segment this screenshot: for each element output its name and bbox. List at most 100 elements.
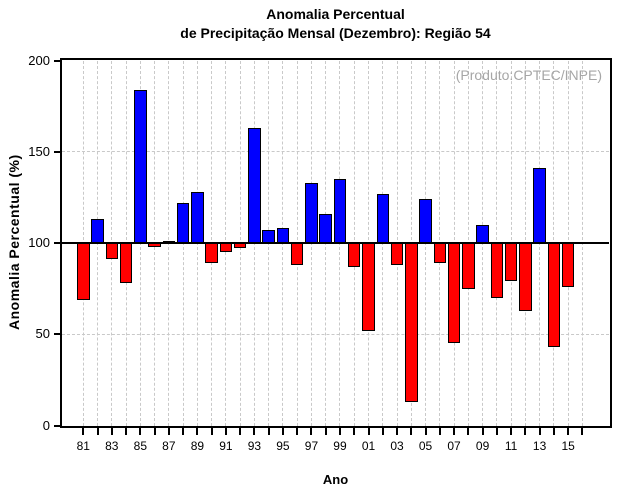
x-tick-label: 89: [190, 438, 205, 453]
bar-90: [205, 243, 218, 264]
bar-05: [419, 199, 432, 243]
bar-93: [248, 128, 261, 243]
y-tick-label: 200: [28, 52, 50, 68]
x-axis-tick: [324, 428, 327, 435]
bar-91: [219, 243, 233, 253]
y-axis-tick: [54, 242, 62, 244]
chart-title-line1: Anomalia Percentual: [266, 6, 405, 22]
x-axis-tick: [552, 428, 555, 435]
x-axis-tick: [438, 428, 441, 435]
baseline-100: [62, 241, 609, 245]
x-axis-tick: [510, 428, 513, 435]
chart-title-line2: de Precipitação Mensal (Dezembro): Regiã…: [180, 25, 491, 41]
x-axis-tick: [467, 428, 470, 435]
x-axis-tick: [310, 428, 313, 435]
bar-03: [390, 243, 404, 265]
bar-14: [547, 243, 561, 348]
bar-85: [134, 89, 147, 243]
bar-87: [162, 241, 176, 244]
bar-83: [105, 243, 119, 260]
source-annotation: (Produto:CPTEC/INPE): [455, 67, 602, 83]
bar-92: [233, 243, 247, 249]
bar-07: [447, 243, 461, 344]
x-axis-tick: [110, 428, 113, 435]
bar-00: [347, 243, 361, 267]
bar-88: [176, 202, 190, 243]
x-tick-label: 97: [304, 438, 319, 453]
x-tick-label: 03: [390, 438, 404, 453]
x-axis-tick: [524, 428, 527, 435]
x-tick-label: 13: [532, 438, 547, 453]
horizontal-gridline: [62, 151, 609, 153]
x-tick-label: 05: [418, 438, 433, 453]
x-axis-tick: [281, 428, 284, 435]
bar-84: [119, 243, 133, 284]
y-axis-tick: [54, 59, 62, 62]
x-axis-tick: [253, 428, 256, 435]
x-axis-tick: [182, 428, 185, 435]
x-tick-label: 15: [561, 438, 575, 453]
x-axis-tick: [495, 428, 498, 435]
x-axis-tick: [196, 428, 199, 435]
bar-97: [305, 182, 318, 243]
y-axis-tick: [54, 424, 62, 427]
x-axis-tick: [296, 428, 299, 435]
x-tick-label: 83: [105, 438, 119, 453]
x-axis-tick: [453, 428, 456, 435]
x-axis-title: Ano: [322, 472, 349, 487]
horizontal-gridline: [62, 333, 609, 335]
y-tick-label: 0: [42, 417, 50, 433]
x-axis-tick: [410, 428, 413, 435]
x-tick-label: 91: [219, 438, 233, 453]
x-axis-tick: [538, 428, 541, 435]
x-tick-label: 95: [276, 438, 290, 453]
bar-89: [191, 191, 204, 243]
x-axis-tick: [481, 428, 484, 435]
y-tick-label: 100: [28, 235, 50, 250]
x-tick-label: 81: [76, 438, 90, 453]
plot-border: [59, 58, 612, 428]
x-axis-tick: [338, 428, 341, 435]
x-tick-label: 07: [447, 438, 461, 453]
x-tick-label: 09: [475, 438, 490, 453]
bar-10: [490, 243, 504, 298]
bar-86: [148, 243, 161, 247]
x-tick-label: 85: [133, 438, 147, 453]
x-tick-label: 87: [162, 438, 176, 453]
x-axis-tick: [239, 428, 242, 435]
y-axis-tick: [54, 333, 62, 336]
bar-98: [319, 213, 332, 243]
x-axis-tick: [139, 428, 142, 435]
x-axis-tick: [424, 428, 427, 435]
bar-81: [77, 243, 90, 300]
bar-13: [533, 168, 546, 243]
bar-94: [262, 230, 275, 243]
x-tick-label: 93: [247, 438, 262, 453]
x-axis-tick: [125, 428, 128, 435]
x-axis-tick: [381, 428, 384, 435]
bar-01: [362, 243, 375, 331]
chart-title: Anomalia Percentual de Precipitação Mens…: [62, 5, 609, 43]
x-axis-tick: [396, 428, 399, 435]
x-tick-label: 01: [361, 438, 376, 453]
bar-11: [504, 243, 518, 282]
x-axis-tick: [367, 428, 370, 435]
y-axis-tick: [54, 150, 62, 153]
x-axis-tick: [96, 428, 99, 435]
bar-08: [462, 243, 475, 289]
plot-area: 81 83 85 87 89 91 93 95 97 99 01 03 05 07 09 11 13 15 0 50 1…: [28, 53, 609, 453]
bar-02: [376, 193, 389, 243]
x-axis-tick: [82, 428, 85, 435]
bar-12: [519, 243, 532, 311]
x-axis-tick: [353, 428, 356, 435]
bar-04: [405, 243, 418, 402]
x-axis-tick: [210, 428, 213, 435]
bar-06: [433, 243, 447, 264]
bar-99: [333, 179, 347, 243]
x-axis-tick: [153, 428, 156, 435]
x-axis-tick: [224, 428, 227, 435]
x-axis-tick: [567, 428, 570, 435]
x-tick-label: 11: [504, 438, 518, 453]
y-tick-label: 150: [28, 143, 50, 159]
